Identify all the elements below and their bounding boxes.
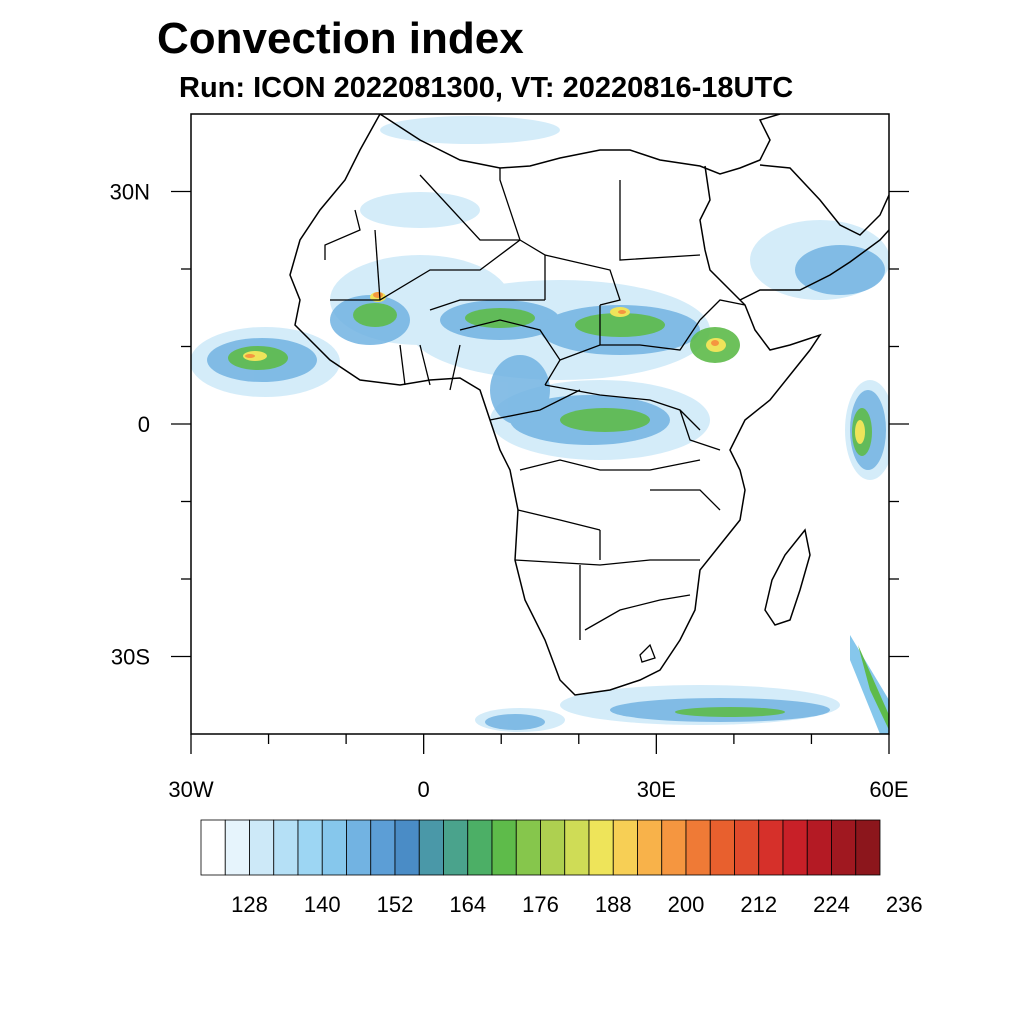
lat-tick-label: 30S [111, 645, 150, 670]
colorbar-swatch [346, 819, 372, 876]
colorbar-swatch [491, 819, 517, 876]
colorbar-swatch [685, 819, 711, 876]
colorbar-label: 176 [522, 892, 559, 917]
colorbar-swatch [855, 819, 881, 876]
colorbar-label: 164 [449, 892, 486, 917]
lon-tick-label: 30W [168, 777, 213, 802]
colorbar-swatch [661, 819, 687, 876]
longitude-labels: 30W 0 30E 60E [168, 777, 908, 802]
lat-tick-label: 30N [110, 180, 150, 205]
colorbar-label: 200 [668, 892, 705, 917]
colorbar-swatch [370, 819, 396, 876]
colorbar-swatch [249, 819, 275, 876]
colorbar-swatch [394, 819, 420, 876]
colorbar-label: 128 [231, 892, 268, 917]
lon-tick-label: 0 [418, 777, 430, 802]
lon-tick-label: 30E [637, 777, 676, 802]
colorbar-labels: 128 140 152 164 176 188 200 212 224 236 [231, 892, 922, 917]
colorbar-swatch [637, 819, 663, 876]
colorbar-swatch [200, 819, 226, 876]
colorbar-swatch [588, 819, 614, 876]
lon-tick-label: 60E [869, 777, 908, 802]
colorbar-label: 236 [886, 892, 923, 917]
colorbar-swatch [418, 819, 444, 876]
colorbar-swatch [515, 819, 541, 876]
colorbar-swatch [612, 819, 638, 876]
latitude-labels: 30N 0 30S [110, 180, 150, 670]
tick-marks [171, 190, 909, 754]
chart-title: Convection index [157, 14, 524, 63]
colorbar-swatch [564, 819, 590, 876]
colorbar-swatch [782, 819, 808, 876]
coastline [289, 114, 889, 696]
colorbar-swatch [297, 819, 323, 876]
colorbar-label: 212 [740, 892, 777, 917]
country-borders [324, 168, 746, 663]
lat-tick-label: 0 [138, 412, 150, 437]
chart-subtitle: Run: ICON 2022081300, VT: 20220816-18UTC [179, 72, 794, 104]
colorbar-swatch [831, 819, 857, 876]
colorbar-swatch [806, 819, 832, 876]
convection-field [191, 116, 889, 734]
colorbar-swatch [467, 819, 493, 876]
colorbar-swatch [540, 819, 566, 876]
colorbar-swatch [709, 819, 735, 876]
colorbar-label: 188 [595, 892, 632, 917]
colorbar-swatch [758, 819, 784, 876]
colorbar-label: 140 [304, 892, 341, 917]
colorbar-swatch [443, 819, 469, 876]
colorbar-label: 152 [377, 892, 414, 917]
colorbar-swatch [734, 819, 760, 876]
colorbar-label: 224 [813, 892, 850, 917]
colorbar [200, 819, 881, 876]
colorbar-swatch [224, 819, 250, 876]
colorbar-swatch [273, 819, 299, 876]
colorbar-swatch [321, 819, 347, 876]
